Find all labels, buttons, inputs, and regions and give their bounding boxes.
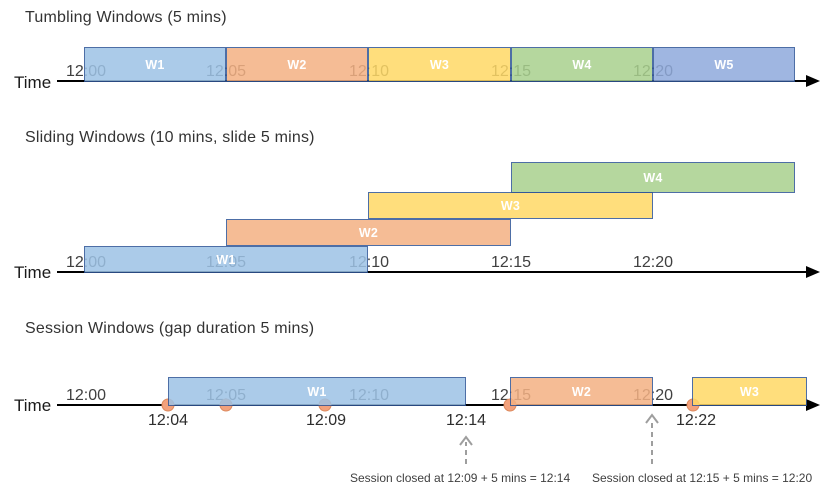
window-label: W2 xyxy=(571,384,592,399)
event-time-label: 12:04 xyxy=(147,412,189,429)
session-section-title: Session Windows (gap duration 5 mins) xyxy=(25,320,315,337)
tumbling-window-w4: W4 xyxy=(511,47,653,82)
session-close-arrow-icon xyxy=(459,435,473,464)
session-window-w1: W1 xyxy=(168,377,466,406)
session-time-axis-label: Time xyxy=(14,396,52,415)
window-label: W2 xyxy=(358,225,379,240)
session-axis-arrowhead-icon xyxy=(806,399,820,411)
sliding-window-w4: W4 xyxy=(511,162,795,193)
window-label: W3 xyxy=(429,57,450,72)
tumbling-window-w1: W1 xyxy=(84,47,226,82)
window-label: W3 xyxy=(500,198,521,213)
event-time-label: 12:14 xyxy=(445,412,487,429)
window-label: W2 xyxy=(287,57,307,72)
tumbling-window-w3: W3 xyxy=(368,47,511,82)
session-window-w2: W2 xyxy=(510,377,653,406)
tumbling-axis-arrowhead-icon xyxy=(806,75,820,87)
window-label: W1 xyxy=(216,252,236,267)
tumbling-window-w5: W5 xyxy=(653,47,795,82)
session-tick-label: 12:00 xyxy=(65,387,107,404)
sliding-tick-label: 12:20 xyxy=(632,254,674,271)
window-label: W5 xyxy=(714,57,734,72)
sliding-window-w2: W2 xyxy=(226,219,511,246)
tumbling-section-title: Tumbling Windows (5 mins) xyxy=(25,9,227,26)
window-label: W3 xyxy=(739,384,760,399)
window-label: W4 xyxy=(643,170,663,185)
sliding-time-axis-label: Time xyxy=(14,263,52,282)
sliding-axis-arrowhead-icon xyxy=(806,266,820,278)
event-time-label: 12:09 xyxy=(305,412,347,429)
session-close-arrow-icon xyxy=(645,413,659,464)
tumbling-window-w2: W2 xyxy=(226,47,368,82)
sliding-timeline-axis xyxy=(57,271,808,273)
window-label: W4 xyxy=(572,57,592,72)
sliding-window-w3: W3 xyxy=(368,192,653,219)
sliding-section-title: Sliding Windows (10 mins, slide 5 mins) xyxy=(25,129,315,146)
sliding-tick-label: 12:15 xyxy=(490,254,532,271)
session-window-w3: W3 xyxy=(692,377,807,406)
session-close-annotation: Session closed at 12:15 + 5 mins = 12:20 xyxy=(592,471,813,485)
window-label: W1 xyxy=(145,57,165,72)
sliding-window-w1: W1 xyxy=(84,246,368,273)
session-close-annotation: Session closed at 12:09 + 5 mins = 12:14 xyxy=(350,471,571,485)
tumbling-time-axis-label: Time xyxy=(14,73,52,92)
event-time-label: 12:22 xyxy=(675,412,717,429)
window-label: W1 xyxy=(307,384,327,399)
